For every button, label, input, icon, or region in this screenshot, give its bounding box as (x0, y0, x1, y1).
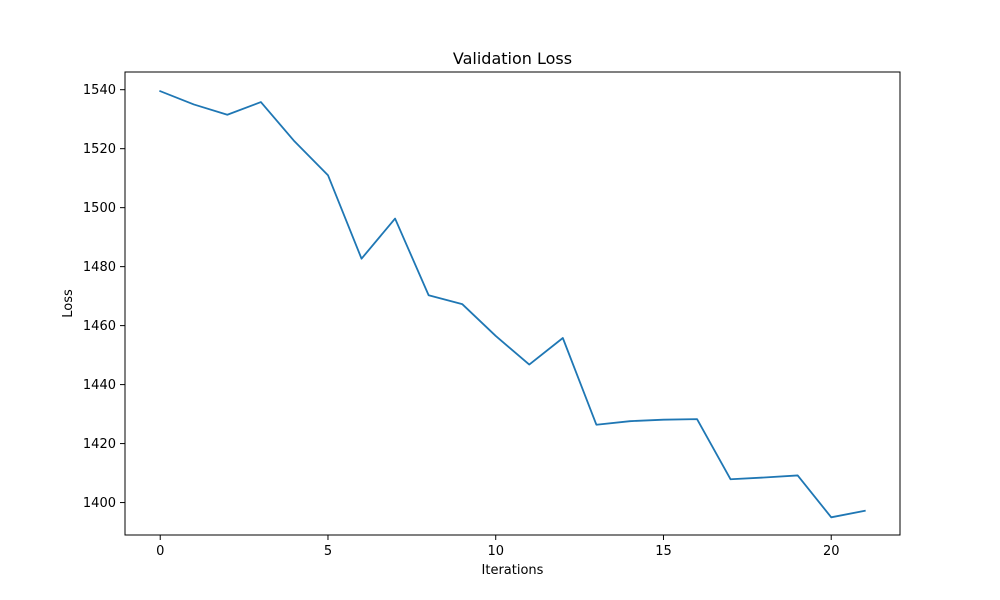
x-axis-label: Iterations (482, 563, 544, 578)
y-tick-label: 1540 (83, 83, 116, 98)
x-tick-label: 0 (156, 544, 164, 559)
y-tick-label: 1460 (83, 319, 116, 334)
x-tick-label: 10 (487, 544, 504, 559)
y-axis-ticks: 1400 1420 1440 1460 1480 1500 1520 1540 (83, 83, 125, 511)
axes-frame (124, 71, 901, 536)
plot-area: 0 5 10 15 20 1400142014401460148015001520154… (83, 71, 901, 559)
y-tick-label: 1420 (83, 437, 116, 452)
series-group (159, 90, 866, 519)
y-tick-label: 1520 (83, 142, 116, 157)
x-axis-ticks: 0 5 10 15 20 (156, 535, 839, 559)
y-tick-label: 1480 (83, 260, 116, 275)
x-tick-label: 20 (823, 544, 840, 559)
chart-title: Validation Loss (453, 49, 572, 68)
y-tick-label: 1400 (83, 496, 116, 511)
y-axis-label: Loss (61, 289, 76, 318)
x-tick-label: 15 (655, 544, 672, 559)
y-tick-label: 1440 (83, 378, 116, 393)
y-tick-label: 1500 (83, 201, 116, 216)
series-line (159, 90, 866, 519)
x-tick-label: 5 (324, 544, 332, 559)
